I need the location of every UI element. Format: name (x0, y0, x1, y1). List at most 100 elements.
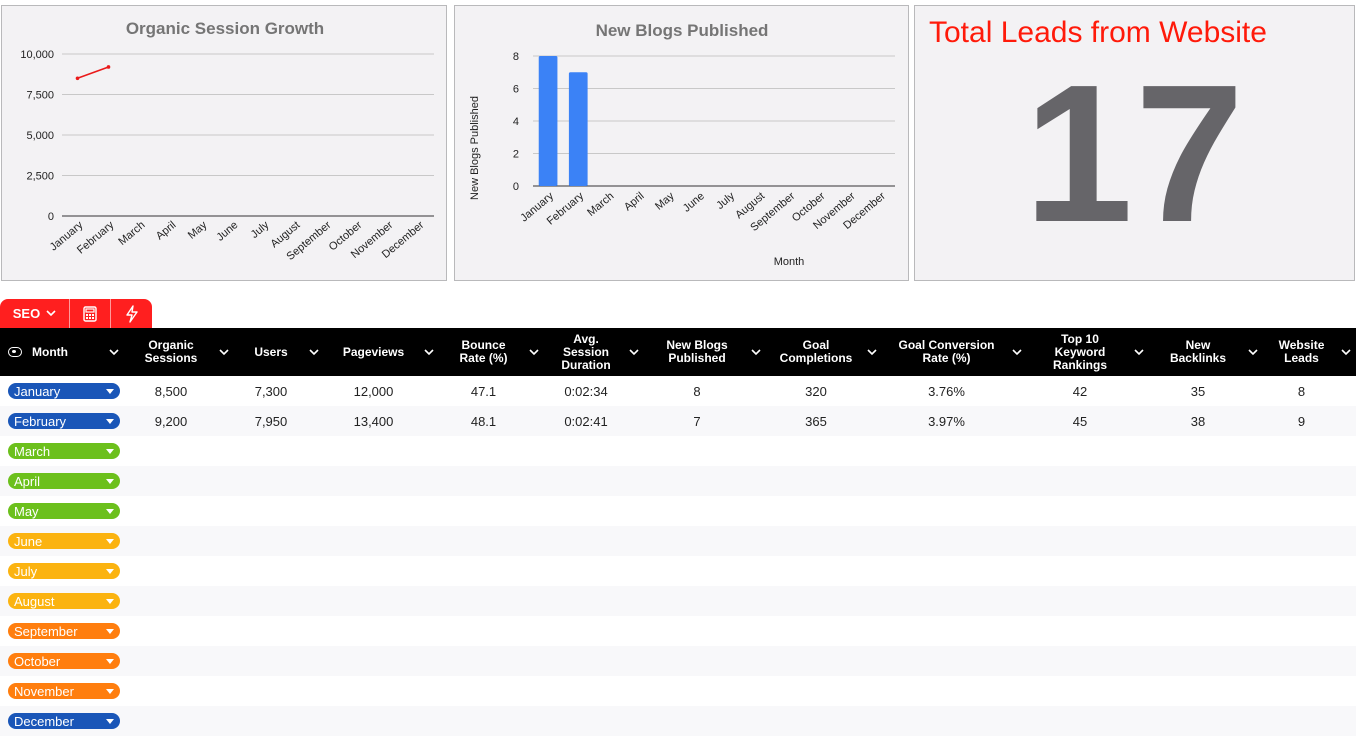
table-cell[interactable] (439, 496, 544, 526)
table-cell[interactable] (544, 556, 644, 586)
table-cell[interactable]: 13,400 (353, 413, 394, 429)
table-cell[interactable]: 8 (693, 383, 701, 399)
table-cell[interactable] (124, 676, 234, 706)
table-cell[interactable] (439, 616, 544, 646)
table-cell[interactable] (439, 556, 544, 586)
month-dropdown-chip[interactable]: May (8, 503, 120, 519)
table-cell[interactable] (324, 466, 439, 496)
table-cell[interactable] (644, 436, 766, 466)
table-cell[interactable] (544, 586, 644, 616)
table-cell[interactable] (324, 706, 439, 736)
tab-seo[interactable]: SEO (0, 299, 70, 328)
table-cell[interactable]: 9,200 (154, 413, 188, 429)
table-cell[interactable] (234, 676, 324, 706)
table-cell[interactable] (234, 436, 324, 466)
table-cell[interactable]: 7,300 (254, 383, 288, 399)
table-cell[interactable] (644, 676, 766, 706)
table-cell[interactable] (1027, 496, 1149, 526)
table-cell[interactable] (324, 556, 439, 586)
table-cell[interactable] (124, 556, 234, 586)
table-cell[interactable] (1263, 496, 1356, 526)
table-cell[interactable] (1149, 496, 1263, 526)
table-cell[interactable] (1027, 586, 1149, 616)
table-cell[interactable] (644, 466, 766, 496)
table-cell[interactable] (1149, 706, 1263, 736)
table-cell[interactable] (544, 706, 644, 736)
calculator-tab[interactable] (70, 299, 111, 328)
column-header-month[interactable]: Month (0, 328, 124, 376)
column-header[interactable]: New Blogs Published (644, 328, 766, 376)
table-cell[interactable] (1263, 466, 1356, 496)
table-cell[interactable] (1027, 556, 1149, 586)
table-cell[interactable] (439, 676, 544, 706)
table-cell[interactable] (1027, 706, 1149, 736)
table-cell[interactable] (766, 526, 882, 556)
table-cell[interactable] (766, 616, 882, 646)
table-cell[interactable]: 365 (805, 413, 827, 429)
table-cell[interactable] (544, 496, 644, 526)
column-header[interactable]: Bounce Rate (%) (439, 328, 544, 376)
table-cell[interactable] (644, 496, 766, 526)
table-cell[interactable] (544, 466, 644, 496)
table-cell[interactable] (766, 706, 882, 736)
table-cell[interactable] (324, 616, 439, 646)
table-cell[interactable] (766, 586, 882, 616)
table-cell[interactable] (644, 526, 766, 556)
month-dropdown-chip[interactable]: December (8, 713, 120, 729)
table-cell[interactable] (124, 466, 234, 496)
table-cell[interactable]: 42 (1072, 383, 1088, 399)
table-cell[interactable]: 9 (1297, 413, 1306, 429)
table-cell[interactable] (1263, 586, 1356, 616)
column-header[interactable]: New Backlinks (1149, 328, 1263, 376)
month-dropdown-chip[interactable]: January (8, 383, 120, 399)
table-cell[interactable] (766, 496, 882, 526)
table-cell[interactable] (766, 466, 882, 496)
table-cell[interactable] (234, 466, 324, 496)
table-cell[interactable] (882, 586, 1027, 616)
table-cell[interactable] (882, 526, 1027, 556)
table-cell[interactable] (766, 676, 882, 706)
table-cell[interactable] (324, 676, 439, 706)
table-cell[interactable]: 35 (1190, 383, 1206, 399)
table-cell[interactable] (324, 436, 439, 466)
table-cell[interactable] (234, 496, 324, 526)
table-cell[interactable] (766, 646, 882, 676)
table-cell[interactable] (882, 676, 1027, 706)
table-cell[interactable]: 320 (805, 383, 827, 399)
table-cell[interactable] (882, 556, 1027, 586)
table-cell[interactable] (439, 526, 544, 556)
table-cell[interactable] (544, 646, 644, 676)
table-cell[interactable] (882, 646, 1027, 676)
table-cell[interactable]: 7 (693, 413, 701, 429)
table-cell[interactable] (882, 466, 1027, 496)
table-cell[interactable] (124, 526, 234, 556)
table-cell[interactable] (234, 616, 324, 646)
table-cell[interactable] (644, 556, 766, 586)
table-cell[interactable] (439, 436, 544, 466)
table-cell[interactable] (124, 436, 234, 466)
table-cell[interactable] (234, 556, 324, 586)
table-cell[interactable]: 3.76% (928, 383, 965, 399)
table-cell[interactable] (644, 646, 766, 676)
table-cell[interactable]: 38 (1190, 413, 1206, 429)
table-cell[interactable] (324, 526, 439, 556)
table-cell[interactable] (124, 616, 234, 646)
table-cell[interactable]: 7,950 (254, 413, 288, 429)
column-header[interactable]: Goal Conversion Rate (%) (882, 328, 1027, 376)
column-header[interactable]: Users (234, 328, 324, 376)
table-cell[interactable] (544, 526, 644, 556)
table-cell[interactable] (1263, 556, 1356, 586)
table-cell[interactable] (1027, 526, 1149, 556)
table-cell[interactable] (1149, 586, 1263, 616)
automation-tab[interactable] (111, 299, 152, 328)
table-cell[interactable] (439, 586, 544, 616)
table-cell[interactable] (439, 706, 544, 736)
column-header[interactable]: Pageviews (324, 328, 439, 376)
table-cell[interactable] (1027, 436, 1149, 466)
table-cell[interactable] (766, 556, 882, 586)
total-leads-scorecard[interactable]: Total Leads from Website 17 (914, 5, 1355, 281)
table-cell[interactable]: 45 (1072, 413, 1088, 429)
table-cell[interactable] (544, 616, 644, 646)
table-cell[interactable] (1263, 616, 1356, 646)
table-cell[interactable] (882, 706, 1027, 736)
